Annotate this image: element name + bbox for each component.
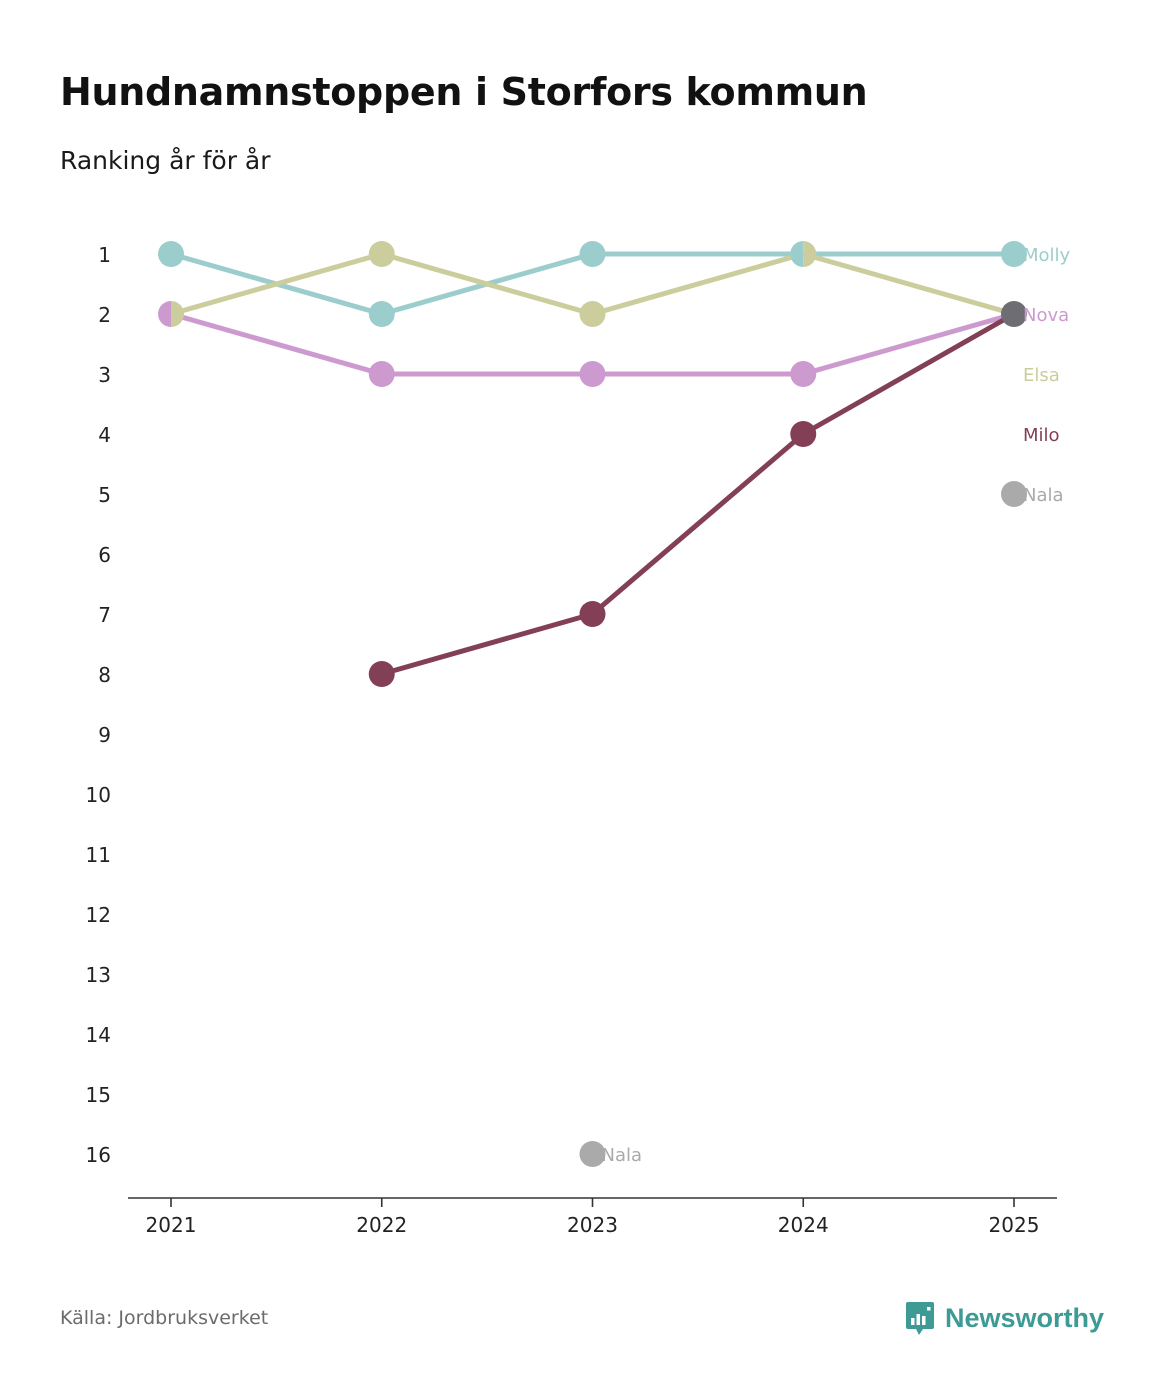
point-molly bbox=[368, 301, 395, 327]
series-lines bbox=[168, 251, 1017, 677]
y-tick-label: 13 bbox=[86, 963, 111, 987]
line-milo bbox=[800, 311, 1017, 437]
line-milo bbox=[590, 431, 806, 617]
x-tick-label: 2023 bbox=[567, 1213, 618, 1237]
point-nova bbox=[790, 361, 817, 387]
x-axis-ticks: 2021 2022 2023 2024 2025 bbox=[146, 1198, 1040, 1237]
x-tick-label: 2022 bbox=[356, 1213, 407, 1237]
y-tick-label: 7 bbox=[98, 603, 111, 627]
source-note: Källa: Jordbruksverket bbox=[60, 1307, 269, 1329]
end-label-nova: Nova bbox=[1023, 305, 1069, 326]
point-elsa bbox=[368, 241, 395, 267]
line-elsa bbox=[800, 251, 1017, 317]
point-nova bbox=[368, 361, 395, 387]
point-milo bbox=[368, 661, 395, 687]
x-tick-label: 2024 bbox=[778, 1213, 829, 1237]
x-tick-label: 2025 bbox=[989, 1213, 1040, 1237]
point-molly bbox=[579, 241, 606, 267]
point-overlap bbox=[1001, 301, 1027, 327]
end-label-elsa: Elsa bbox=[1023, 365, 1060, 386]
point-nova bbox=[579, 361, 606, 387]
end-label-nala: Nala bbox=[1023, 485, 1064, 506]
y-tick-label: 15 bbox=[86, 1083, 111, 1107]
point-molly bbox=[1001, 241, 1027, 267]
y-tick-label: 4 bbox=[98, 423, 111, 447]
point-nala bbox=[1001, 481, 1027, 507]
point-milo bbox=[579, 601, 606, 627]
y-tick-label: 16 bbox=[86, 1143, 111, 1167]
newsworthy-logo: Newsworthy bbox=[905, 1300, 1104, 1336]
brand-name: Newsworthy bbox=[944, 1302, 1104, 1333]
line-nova bbox=[800, 311, 1017, 377]
point-molly bbox=[158, 241, 184, 267]
y-tick-label: 9 bbox=[98, 723, 111, 747]
y-tick-label: 2 bbox=[98, 303, 111, 327]
newsworthy-logo-icon bbox=[905, 1302, 934, 1335]
y-tick-label: 1 bbox=[98, 243, 111, 267]
line-elsa bbox=[590, 251, 806, 317]
line-nova bbox=[168, 311, 385, 377]
point-elsa bbox=[803, 241, 817, 267]
line-elsa bbox=[168, 251, 385, 317]
point-nala bbox=[579, 1141, 606, 1167]
y-tick-label: 10 bbox=[86, 783, 111, 807]
y-tick-label: 8 bbox=[98, 663, 111, 687]
end-label-milo: Milo bbox=[1023, 425, 1060, 446]
line-elsa bbox=[379, 251, 595, 317]
y-tick-label: 11 bbox=[86, 843, 111, 867]
chart-subtitle: Ranking år för år bbox=[60, 146, 271, 175]
y-tick-label: 5 bbox=[98, 483, 111, 507]
y-tick-label: 12 bbox=[86, 903, 111, 927]
line-milo bbox=[379, 611, 595, 677]
series-points bbox=[158, 241, 1027, 1167]
x-tick-label: 2021 bbox=[146, 1213, 197, 1237]
point-label-nala: Nala bbox=[602, 1145, 643, 1166]
point-molly bbox=[790, 241, 804, 267]
chart-title: Hundnamnstoppen i Storfors kommun bbox=[60, 70, 868, 114]
y-tick-label: 3 bbox=[98, 363, 111, 387]
y-tick-label: 14 bbox=[86, 1023, 111, 1047]
y-tick-label: 6 bbox=[98, 543, 111, 567]
end-label-molly: Molly bbox=[1023, 245, 1071, 266]
point-nova bbox=[158, 301, 171, 327]
series-labels: Molly Nova Elsa Milo Nala Nala bbox=[602, 245, 1071, 1166]
point-elsa bbox=[579, 301, 606, 327]
point-elsa bbox=[171, 301, 184, 327]
point-milo bbox=[790, 421, 817, 447]
